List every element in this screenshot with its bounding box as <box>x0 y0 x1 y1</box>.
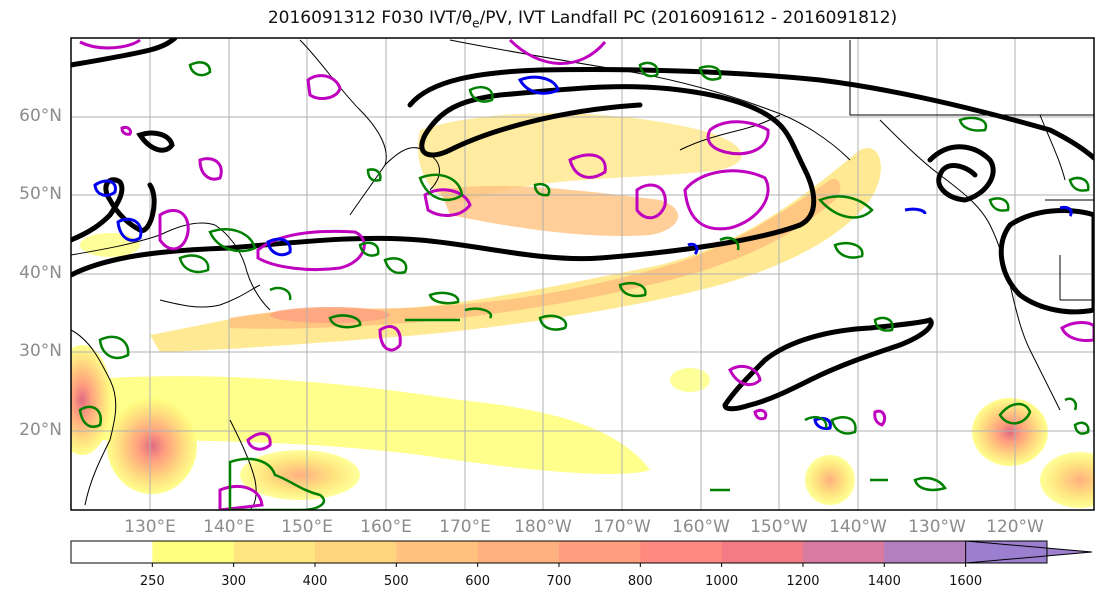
ivt-green-contours <box>78 61 1090 510</box>
lon-label-150w: 150°W <box>750 517 808 537</box>
lon-label-160w: 160°W <box>672 517 730 537</box>
colorbar-extend-arrow <box>965 540 1093 564</box>
colorbar-tick-label: 1000 <box>705 574 739 589</box>
map-title: 2016091312 F030 IVT/θe/PV, IVT Landfall … <box>267 8 898 31</box>
colorbar-segment <box>233 541 316 563</box>
colorbar-segment <box>558 541 641 563</box>
lon-label-180w: 180°W <box>514 517 572 537</box>
lon-label-170e: 170°E <box>439 517 491 537</box>
lon-label-120w: 120°W <box>986 517 1044 537</box>
lon-label-160e: 160°E <box>360 517 412 537</box>
lon-label-140e: 140°E <box>203 517 255 537</box>
colorbar-segment <box>71 541 153 563</box>
lat-label-40n: 40°N <box>19 263 62 283</box>
colorbar-segment <box>884 541 967 563</box>
colorbar-tick-label: 1400 <box>867 574 901 589</box>
colorbar-tick-label: 1200 <box>786 574 820 589</box>
colorbar-segment <box>640 541 723 563</box>
colorbar-tick-label: 700 <box>546 574 572 589</box>
colorbar-segment <box>721 541 804 563</box>
colorbar-segment <box>802 541 885 563</box>
lon-label-130e: 130°E <box>124 517 176 537</box>
colorbar-segment <box>314 541 397 563</box>
colorbar-tick-label: 400 <box>302 574 328 589</box>
lon-label-170w: 170°W <box>593 517 651 537</box>
lat-label-60n: 60°N <box>19 106 62 126</box>
colorbar-segment <box>396 541 479 563</box>
lon-label-130w: 130°W <box>908 517 966 537</box>
colorbar-tick-label: 250 <box>139 574 165 589</box>
map-border <box>70 37 1095 511</box>
lon-label-140w: 140°W <box>829 517 887 537</box>
colorbar-tick-label: 1600 <box>949 574 983 589</box>
colorbar-tick-label: 500 <box>383 574 409 589</box>
colorbar-tick-label: 300 <box>221 574 247 589</box>
colorbar-tick-label: 800 <box>627 574 653 589</box>
lat-label-20n: 20°N <box>19 420 62 440</box>
lat-label-30n: 30°N <box>19 341 62 361</box>
lon-label-150e: 150°E <box>281 517 333 537</box>
coastlines <box>71 39 1094 510</box>
lat-label-50n: 50°N <box>19 184 62 204</box>
colorbar-tick-label: 600 <box>465 574 491 589</box>
colorbar-segment <box>477 541 560 563</box>
colorbar-segment <box>152 541 235 563</box>
